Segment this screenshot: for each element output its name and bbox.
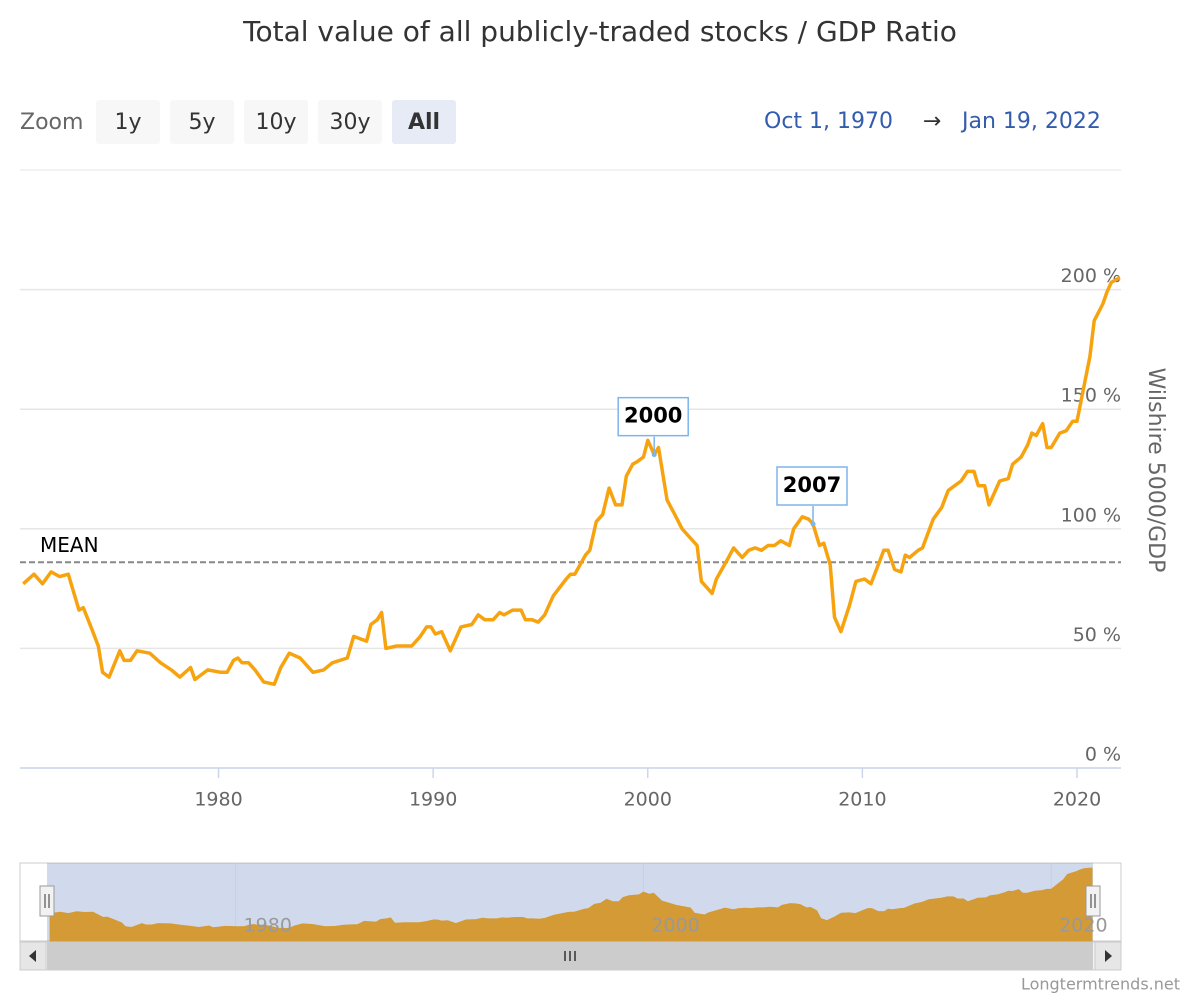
x-tick-label: 1980	[194, 789, 242, 811]
range-from[interactable]: Oct 1, 1970	[764, 109, 893, 134]
annotation-label: 2000	[624, 404, 682, 428]
annotation-box	[776, 466, 848, 506]
annotation-label: 2007	[783, 473, 841, 497]
scroll-grip	[564, 951, 576, 961]
navigator-area	[49, 867, 1093, 942]
series-line	[22, 276, 1121, 687]
y-tick-label: 150 %	[1061, 385, 1121, 407]
navigator-tick-label: 2020	[1059, 915, 1107, 937]
navigator-handle-grip	[1090, 894, 1096, 908]
zoom-button-label[interactable]: All	[408, 110, 440, 135]
zoom-button-label[interactable]: 5y	[188, 110, 215, 135]
y-tick-label: 100 %	[1061, 504, 1121, 526]
y-tick-label: 200 %	[1061, 265, 1121, 287]
navigator-tick-label: 2000	[651, 915, 699, 937]
y-tick-label: 50 %	[1073, 624, 1121, 646]
x-tick-label: 2010	[838, 789, 886, 811]
zoom-button-label[interactable]: 1y	[114, 110, 141, 135]
y-axis-title: Wilshire 5000/GDP	[1143, 368, 1168, 573]
zoom-button[interactable]	[318, 100, 382, 144]
annotation-point	[651, 452, 657, 458]
zoom-button-label[interactable]: 30y	[329, 110, 370, 135]
arrow-left	[29, 950, 36, 962]
credit[interactable]: Longtermtrends.net	[1021, 975, 1180, 994]
arrow-right	[1105, 950, 1112, 962]
navigator-handle[interactable]	[1085, 885, 1101, 917]
y-tick-label: 0 %	[1085, 744, 1121, 766]
navigator-handle-grip	[44, 894, 50, 908]
zoom-label: Zoom	[20, 110, 83, 135]
scroll-right[interactable]	[1094, 941, 1122, 971]
mean-label: MEAN	[40, 533, 99, 557]
zoom-button[interactable]	[392, 100, 456, 144]
chart-title: Total value of all publicly-traded stock…	[242, 15, 957, 48]
x-tick-label: 1990	[409, 789, 457, 811]
range-to[interactable]: Jan 19, 2022	[960, 109, 1101, 134]
annotation-point	[810, 521, 816, 527]
zoom-button[interactable]	[170, 100, 234, 144]
x-tick-label: 2000	[624, 789, 672, 811]
navigator-handle[interactable]	[39, 885, 55, 917]
navigator-tick-label: 1980	[244, 915, 292, 937]
range-arrow: →	[923, 109, 941, 134]
annotation-box	[617, 396, 689, 437]
x-tick-label: 2020	[1053, 789, 1101, 811]
zoom-button[interactable]	[96, 100, 160, 144]
zoom-button-label[interactable]: 10y	[255, 110, 296, 135]
zoom-button[interactable]	[244, 100, 308, 144]
